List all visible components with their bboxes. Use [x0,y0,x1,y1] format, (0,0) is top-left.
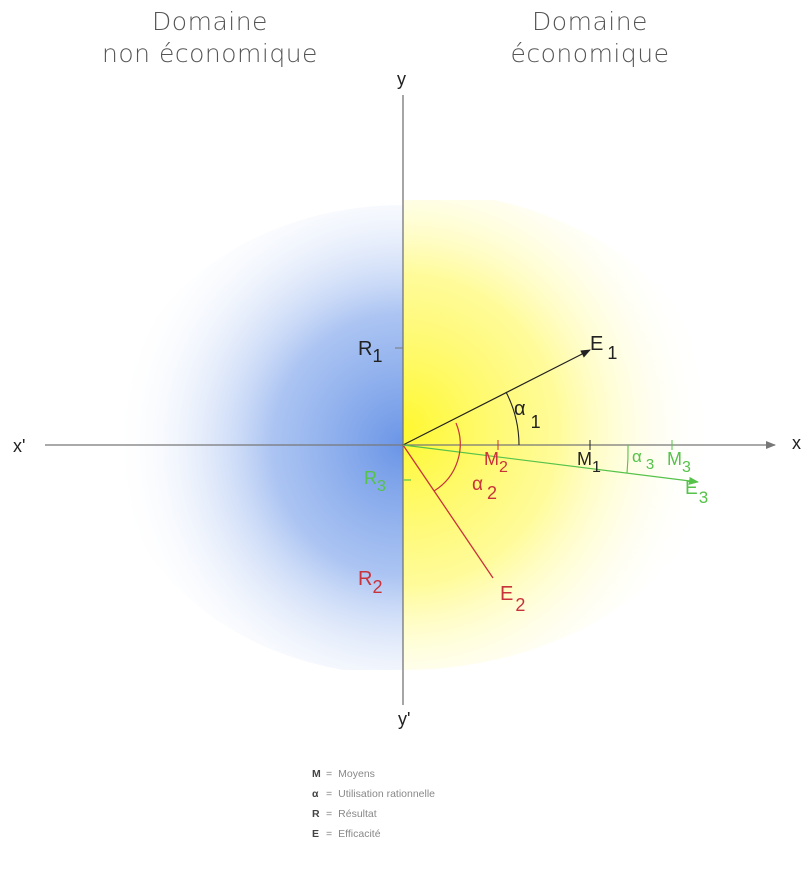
non-economic-glow [113,205,403,670]
legend-item-moyens: M = Moyens [312,764,435,784]
legend-text: Moyens [338,768,375,780]
legend-symbol: E [312,828,320,840]
label-R1: R1 [358,338,382,366]
header-economic: Domaine économique [420,6,760,70]
legend-text: Résultat [338,808,377,820]
label-M2: M2 [484,449,508,476]
legend-symbol: α [312,788,319,800]
legend-item-efficacite: E = Efficacité [312,824,435,844]
header-non-economic-line2: non économique [102,39,318,68]
label-R2: R2 [358,568,382,597]
label-x-prime: x' [13,436,25,456]
legend-text: Efficacité [338,828,381,840]
header-economic-line1: Domaine [532,7,648,36]
legend-item-utilisation: α = Utilisation rationnelle [312,784,435,804]
label-y-prime: y' [398,709,410,729]
label-x: x [792,433,801,453]
legend-text: Utilisation rationnelle [338,788,436,800]
legend-item-resultat: R = Résultat [312,804,435,824]
vector-E2 [402,444,494,579]
vector-E1 [402,349,591,446]
label-M3: M3 [667,449,691,476]
header-non-economic: Domaine non économique [40,6,380,70]
legend: M = Moyens α = Utilisation rationnelle R = Rés… [312,764,435,844]
header-non-economic-line1: Domaine [152,7,268,36]
vector-E3 [402,444,699,485]
label-y: y [397,69,406,89]
label-M1: M1 [577,449,601,476]
legend-symbol: R [312,808,320,820]
header-economic-line2: économique [510,39,670,68]
arc-alpha2 [433,422,461,492]
label-alpha1: α1 [514,398,541,432]
arc-alpha1 [505,391,520,446]
label-E3: E3 [685,478,708,507]
arc-alpha3 [626,444,629,474]
economic-glow [403,200,723,670]
legend-symbol: M [312,768,321,780]
label-R3: R3 [364,468,386,495]
